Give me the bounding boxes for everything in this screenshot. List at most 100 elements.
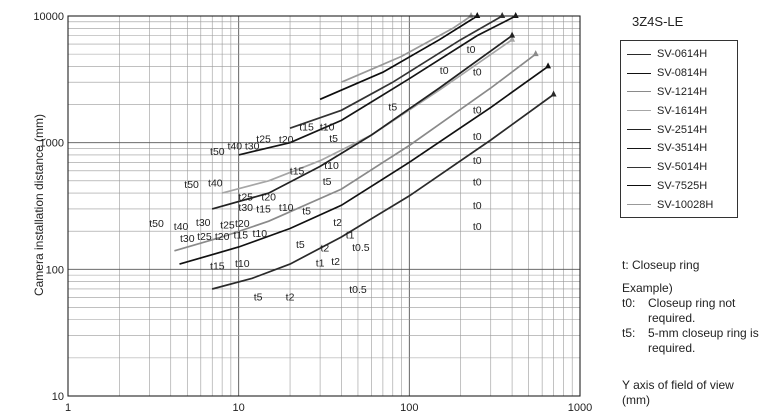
ring-label: t40 xyxy=(228,141,243,153)
legend-swatch xyxy=(627,129,651,131)
ring-label: t5 xyxy=(254,291,263,303)
legend-swatch xyxy=(627,185,651,187)
x-tick-label: 1 xyxy=(65,402,71,414)
series-line-sv-7525h xyxy=(319,15,478,101)
example-text: Closeup ring not required. xyxy=(648,296,736,325)
series-line-sv-1214h xyxy=(174,53,537,252)
y-axis-title: Camera installation distance (mm) xyxy=(32,114,46,296)
ring-label: t10 xyxy=(279,202,294,214)
ring-label: t0 xyxy=(473,131,482,143)
legend-label: SV-3514H xyxy=(657,142,708,155)
ring-label: t10 xyxy=(324,160,339,172)
legend-label: SV-7525H xyxy=(657,179,708,192)
ring-label: t25 xyxy=(197,231,212,243)
legend-item: SV-2514H xyxy=(627,120,737,139)
series-lines xyxy=(174,12,557,290)
ring-label: t25 xyxy=(238,191,253,203)
ring-label: t40 xyxy=(174,221,189,233)
side-panel: 3Z4S-LE SV-0614H SV-0814H SV-1214H SV-1614H… xyxy=(614,0,761,417)
example-line-t0: t0: Closeup ring not required. xyxy=(622,296,761,326)
ring-label: t30 xyxy=(238,202,253,214)
example-title: Example) xyxy=(622,281,673,295)
chart-title: 3Z4S-LE xyxy=(632,14,684,29)
x-tick-label: 100 xyxy=(400,402,418,414)
ring-label: t0.5 xyxy=(352,242,370,254)
ring-label: t1 xyxy=(346,230,355,242)
grid xyxy=(67,15,581,397)
legend: SV-0614H SV-0814H SV-1214H SV-1614H SV-2514H… xyxy=(620,40,738,218)
ring-label: t0 xyxy=(473,66,482,78)
legend-item: SV-10028H xyxy=(627,195,737,214)
legend-label: SV-0614H xyxy=(657,48,708,61)
series-end-marker xyxy=(512,12,519,18)
ring-label: t20 xyxy=(279,134,294,146)
ring-label: t15 xyxy=(299,121,314,133)
ring-label: t15 xyxy=(256,204,271,216)
series-end-marker xyxy=(509,35,516,42)
ring-label: t0.5 xyxy=(349,284,367,296)
ring-label: t0 xyxy=(440,65,449,77)
legend-item: SV-7525H xyxy=(627,177,737,196)
example-text: 5-mm closeup ring is required. xyxy=(648,326,759,355)
x-tick-label: 10 xyxy=(233,402,245,414)
ring-label: t10 xyxy=(320,121,335,133)
ring-label: t0 xyxy=(473,176,482,188)
ring-label: t2 xyxy=(333,217,342,229)
legend-swatch xyxy=(627,53,651,55)
example-block: Example) t0: Closeup ring not required. … xyxy=(622,281,761,356)
ring-label: t2 xyxy=(331,256,340,268)
legend-swatch xyxy=(627,72,651,74)
legend-swatch xyxy=(627,91,651,93)
ring-label: t25 xyxy=(256,134,271,146)
series-end-marker xyxy=(545,62,552,69)
ring-label: t40 xyxy=(208,178,223,190)
y-tick-label: 1000 xyxy=(40,138,64,150)
x-tick-label: 1000 xyxy=(568,402,592,414)
ring-label: t30 xyxy=(245,141,260,153)
ring-label: t5 xyxy=(388,101,397,113)
legend-swatch xyxy=(627,204,651,206)
series-end-marker xyxy=(474,12,481,18)
legend-item: SV-0814H xyxy=(627,64,737,83)
example-key: t0: xyxy=(622,296,636,310)
legend-label: SV-1214H xyxy=(657,85,708,98)
ring-label: t10 xyxy=(252,228,267,240)
legend-swatch xyxy=(627,110,651,112)
series-end-marker xyxy=(509,31,516,38)
ring-label: t20 xyxy=(261,191,276,203)
ring-label: t20 xyxy=(215,231,230,243)
ring-label: t5 xyxy=(296,239,305,251)
ring-label: t15 xyxy=(290,166,305,178)
series-end-marker xyxy=(499,12,506,18)
legend-item: SV-5014H xyxy=(627,158,737,177)
legend-label: SV-2514H xyxy=(657,123,708,136)
legend-swatch xyxy=(627,166,651,168)
ring-label: t50 xyxy=(149,218,164,230)
ring-note: t: Closeup ring xyxy=(622,258,700,272)
y-tick-label: 100 xyxy=(46,264,64,276)
x-axis-title: Y axis of field of view (mm) xyxy=(622,378,734,407)
ring-label: t0 xyxy=(473,221,482,233)
ring-label: t0 xyxy=(473,200,482,212)
y-tick-label: 10 xyxy=(52,391,64,403)
ring-label: t10 xyxy=(235,258,250,270)
ring-label: t50 xyxy=(184,179,199,191)
example-line-t5: t5: 5-mm closeup ring is required. xyxy=(622,326,761,356)
example-key: t5: xyxy=(622,326,636,340)
series-line-sv-1614h xyxy=(221,39,513,194)
ring-label: t50 xyxy=(210,146,225,158)
series-line-sv-0614h xyxy=(211,93,555,290)
series-line-sv-5014h xyxy=(289,15,503,130)
y-tick-label: 10000 xyxy=(33,11,64,23)
ring-label: t0 xyxy=(467,44,476,56)
legend-item: SV-1614H xyxy=(627,101,737,120)
series-end-marker xyxy=(468,12,475,18)
ring-label: t20 xyxy=(235,218,250,230)
legend-label: SV-5014H xyxy=(657,161,708,174)
legend-label: SV-0814H xyxy=(657,67,708,80)
ring-label: t1 xyxy=(316,258,325,270)
ring-label: t5 xyxy=(323,176,332,188)
